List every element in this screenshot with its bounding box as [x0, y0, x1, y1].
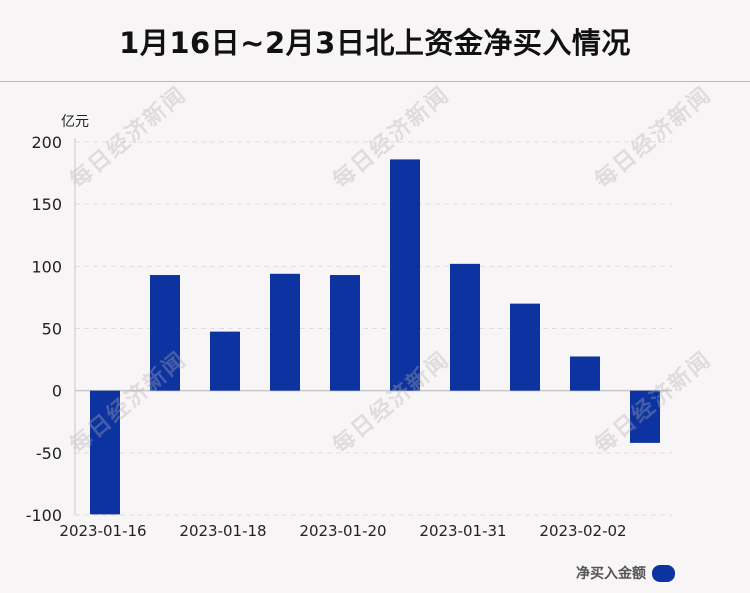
- legend-label: 净买入金额: [576, 566, 646, 582]
- x-tick-label: 2023-01-18: [179, 522, 266, 540]
- chart-header: 1月16日~2月3日北上资金净买入情况: [0, 0, 750, 82]
- bar: [330, 275, 360, 391]
- chart-title: 1月16日~2月3日北上资金净买入情况: [119, 25, 631, 60]
- bar: [450, 263, 480, 391]
- bar: [270, 273, 300, 391]
- bar: [570, 356, 600, 391]
- y-tick-label: -50: [36, 444, 62, 463]
- y-tick-label: 0: [52, 382, 62, 401]
- bar: [150, 275, 180, 391]
- y-tick-label: 150: [31, 195, 62, 214]
- x-tick-label: 2023-01-31: [419, 522, 506, 540]
- bar: [90, 390, 120, 515]
- x-tick-label: 2023-01-16: [59, 522, 146, 540]
- bar: [510, 303, 540, 391]
- y-tick-label: 100: [31, 257, 62, 276]
- bar: [390, 159, 420, 391]
- legend-swatch: [652, 564, 675, 582]
- y-tick-label: -100: [26, 506, 62, 525]
- y-tick-label: 200: [31, 133, 62, 152]
- y-tick-label: 50: [42, 320, 62, 339]
- bar: [630, 390, 660, 443]
- chart-legend: 净买入金额: [576, 563, 675, 583]
- x-tick-label: 2023-02-02: [539, 522, 626, 540]
- y-axis-unit-label: 亿元: [61, 114, 89, 130]
- bar: [210, 331, 240, 391]
- x-tick-label: 2023-01-20: [299, 522, 386, 540]
